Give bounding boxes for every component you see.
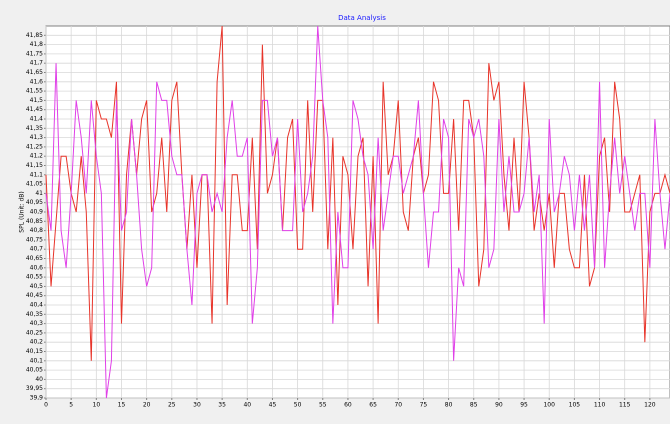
x-tick-label: 70	[394, 402, 402, 409]
x-tick-label: 60	[344, 402, 352, 409]
y-axis-label: SPL (Unit: dB)	[19, 191, 26, 232]
x-tick-label: 65	[369, 402, 377, 409]
x-tick-label: 15	[118, 402, 126, 409]
y-tick-label: 40,55	[26, 274, 43, 281]
y-tick-label: 41,85	[26, 32, 43, 39]
y-tick-label: 41,55	[26, 88, 43, 95]
y-tick-label: 41,15	[26, 162, 43, 169]
x-tick-label: 105	[569, 402, 581, 409]
y-tick-label: 40,25	[26, 329, 43, 336]
y-tick-label: 41,1	[30, 171, 44, 178]
y-tick-label: 41,2	[30, 153, 44, 160]
y-tick-label: 41,75	[26, 50, 43, 57]
x-tick-label: 55	[319, 402, 327, 409]
x-tick-label: 45	[269, 402, 277, 409]
series-line	[45, 25, 670, 399]
y-tick-label: 39,9	[30, 395, 44, 402]
y-tick-label: 41,6	[30, 78, 44, 85]
y-tick-label: 40,45	[26, 292, 43, 299]
x-tick-label: 0	[44, 402, 48, 409]
y-tick-label: 40,95	[26, 199, 43, 206]
x-tick-label: 100	[543, 402, 555, 409]
x-tick-label: 120	[644, 402, 656, 409]
x-tick-label: 35	[218, 402, 226, 409]
x-tick-label: 90	[495, 402, 503, 409]
x-tick-label: 75	[420, 402, 428, 409]
y-tick-label: 40,2	[30, 339, 44, 346]
chart-title: Data Analysis	[338, 14, 386, 22]
y-tick-label: 40,1	[30, 357, 44, 364]
y-tick-label: 39,95	[26, 385, 43, 392]
x-tick-label: 110	[594, 402, 606, 409]
x-tick-label: 85	[470, 402, 478, 409]
y-tick-label: 40,4	[30, 302, 44, 309]
y-tick-label: 40,6	[30, 264, 44, 271]
y-tick-label: 40,65	[26, 255, 43, 262]
y-tick-label: 40,15	[26, 348, 43, 355]
y-tick-label: 40,35	[26, 311, 43, 318]
y-tick-label: 41,5	[30, 97, 44, 104]
y-tick-label: 40	[35, 376, 43, 383]
x-tick-label: 25	[168, 402, 176, 409]
x-tick-label: 50	[294, 402, 302, 409]
y-tick-label: 41,65	[26, 69, 43, 76]
y-tick-label: 40,7	[30, 246, 44, 253]
y-tick-label: 41,7	[30, 60, 44, 67]
x-tick-label: 5	[69, 402, 73, 409]
x-tick-label: 95	[520, 402, 528, 409]
y-tick-label: 40,9	[30, 209, 44, 216]
y-tick-label: 41	[35, 190, 43, 197]
y-tick-label: 40,85	[26, 218, 43, 225]
y-tick-label: 41,3	[30, 134, 44, 141]
y-tick-label: 41,45	[26, 106, 43, 113]
y-tick-label: 41,25	[26, 143, 43, 150]
x-tick-label: 30	[193, 402, 201, 409]
y-tick-label: 40,5	[30, 283, 44, 290]
y-tick-label: 41,4	[30, 116, 44, 123]
y-tick-label: 40,05	[26, 367, 43, 374]
x-tick-label: 40	[243, 402, 251, 409]
series-line	[45, 25, 670, 361]
y-tick-label: 41,35	[26, 125, 43, 132]
y-tick-label: 41,8	[30, 41, 44, 48]
x-tick-label: 20	[143, 402, 151, 409]
y-tick-label: 40,8	[30, 227, 44, 234]
y-tick-label: 40,3	[30, 320, 44, 327]
x-tick-label: 80	[445, 402, 453, 409]
y-tick-label: 41,05	[26, 181, 43, 188]
x-tick-label: 115	[619, 402, 631, 409]
y-tick-label: 40,75	[26, 236, 43, 243]
x-tick-label: 10	[93, 402, 101, 409]
